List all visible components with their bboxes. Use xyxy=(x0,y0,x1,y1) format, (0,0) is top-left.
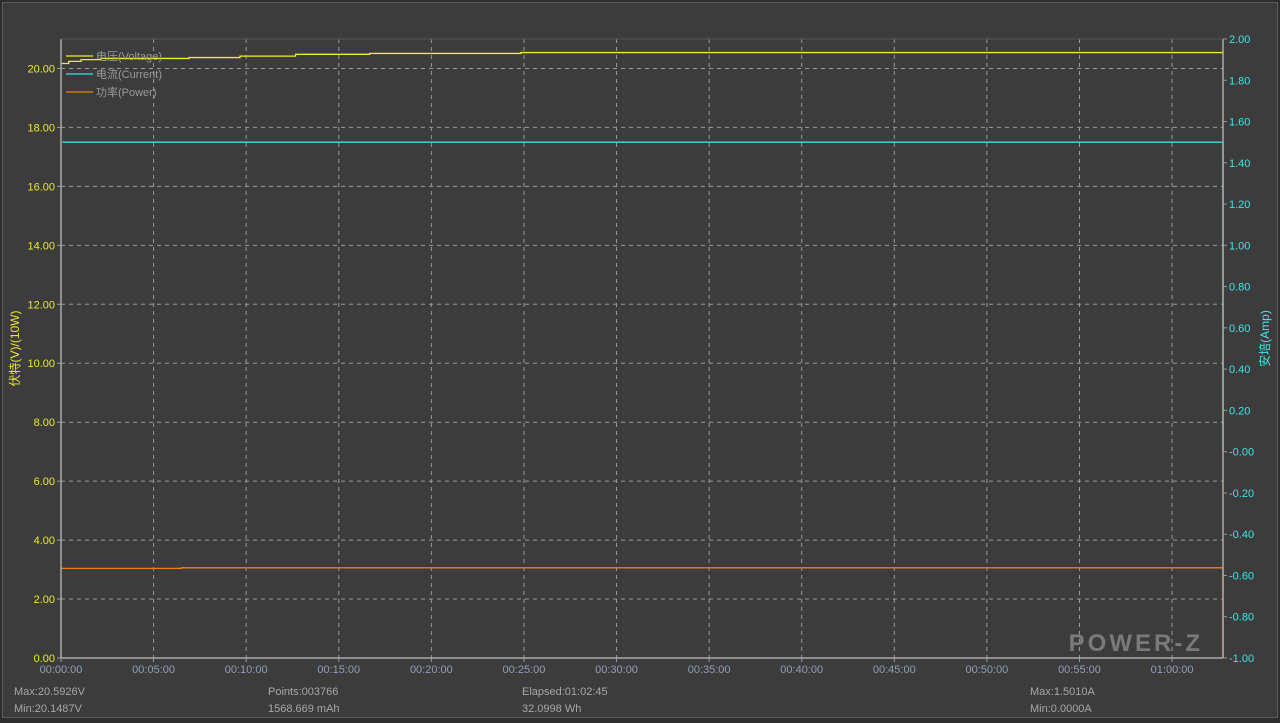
left-tick-label: 12.00 xyxy=(27,299,55,311)
x-tick-label: 00:00:00 xyxy=(40,664,83,676)
capacity-stats: Points:003766 1568.669 mAh xyxy=(268,684,340,718)
right-tick-label: 1.20 xyxy=(1229,199,1250,211)
x-tick-label: 00:45:00 xyxy=(873,664,916,676)
voltage-max: Max:20.5926V xyxy=(14,686,85,698)
right-tick-label: -0.20 xyxy=(1229,488,1254,500)
current-max: Max:1.5010A xyxy=(1030,686,1095,698)
right-tick-label: -0.80 xyxy=(1229,612,1254,624)
right-tick-label: 2.00 xyxy=(1229,34,1250,46)
right-tick-label: 0.60 xyxy=(1229,323,1250,335)
left-tick-label: 20.00 xyxy=(27,63,55,75)
left-tick-label: 10.00 xyxy=(27,358,55,370)
watermark-logo: POWER-Z xyxy=(1069,630,1203,657)
left-axis-label: 伏特(V)/(10W) xyxy=(7,310,22,386)
energy-wh: 32.0998 Wh xyxy=(522,703,582,715)
legend-label: 功率(Power) xyxy=(96,85,157,99)
energy-stats: Elapsed:01:02:45 32.0998 Wh xyxy=(522,684,608,718)
elapsed-time: Elapsed:01:02:45 xyxy=(522,686,608,698)
chart: 00:00:00 00:05:00 00:10:00 00:15:00 00:20:00… xyxy=(7,34,1272,676)
current-min: Min:0.0000A xyxy=(1030,703,1092,715)
legend-label: 电流(Current) xyxy=(96,67,162,81)
right-tick-label: 1.40 xyxy=(1229,158,1250,170)
x-tick-label: 00:10:00 xyxy=(225,664,268,676)
series-line-2 xyxy=(61,567,1224,658)
right-tick-label: -0.60 xyxy=(1229,570,1254,582)
series-line-0 xyxy=(61,51,1224,65)
points-count: Points:003766 xyxy=(268,686,339,698)
x-tick-label: 00:25:00 xyxy=(503,664,546,676)
right-tick-label: 1.60 xyxy=(1229,117,1250,129)
left-tick-label: 16.00 xyxy=(27,181,55,193)
right-tick-label: 1.00 xyxy=(1229,240,1250,252)
voltage-min: Min:20.1487V xyxy=(14,703,82,715)
left-tick-label: 4.00 xyxy=(34,535,55,547)
x-tick-label: 00:55:00 xyxy=(1058,664,1101,676)
right-tick-label: 0.20 xyxy=(1229,405,1250,417)
right-tick-label: 1.80 xyxy=(1229,75,1250,87)
x-tick-label: 00:15:00 xyxy=(317,664,360,676)
left-tick-label: 2.00 xyxy=(34,594,55,606)
left-tick-label: 14.00 xyxy=(27,240,55,252)
x-tick-label: 01:00:00 xyxy=(1151,664,1194,676)
right-axis-label: 安培(Amp) xyxy=(1257,310,1272,367)
x-tick-label: 00:35:00 xyxy=(688,664,731,676)
voltage-stats: Max:20.5926V Min:20.1487V xyxy=(14,684,85,718)
right-tick-label: -0.00 xyxy=(1229,447,1254,459)
x-tick-label: 00:05:00 xyxy=(132,664,175,676)
x-tick-label: 00:40:00 xyxy=(780,664,823,676)
right-tick-label: -0.40 xyxy=(1229,529,1254,541)
series-line-1 xyxy=(62,141,1224,452)
x-tick-label: 00:30:00 xyxy=(595,664,638,676)
legend-label: 电压(Voltage) xyxy=(96,50,162,63)
right-tick-label: 0.40 xyxy=(1229,364,1250,376)
left-tick-label: 8.00 xyxy=(34,417,55,429)
right-tick-label: -1.00 xyxy=(1229,653,1254,665)
x-tick-label: 00:50:00 xyxy=(965,664,1008,676)
left-tick-label: 0.00 xyxy=(34,653,55,665)
left-tick-label: 18.00 xyxy=(27,122,55,134)
right-tick-label: 0.80 xyxy=(1229,282,1250,294)
capacity-mah: 1568.669 mAh xyxy=(268,703,340,715)
left-tick-label: 6.00 xyxy=(34,476,55,488)
current-stats: Max:1.5010A Min:0.0000A xyxy=(1030,684,1095,718)
x-tick-label: 00:20:00 xyxy=(410,664,453,676)
